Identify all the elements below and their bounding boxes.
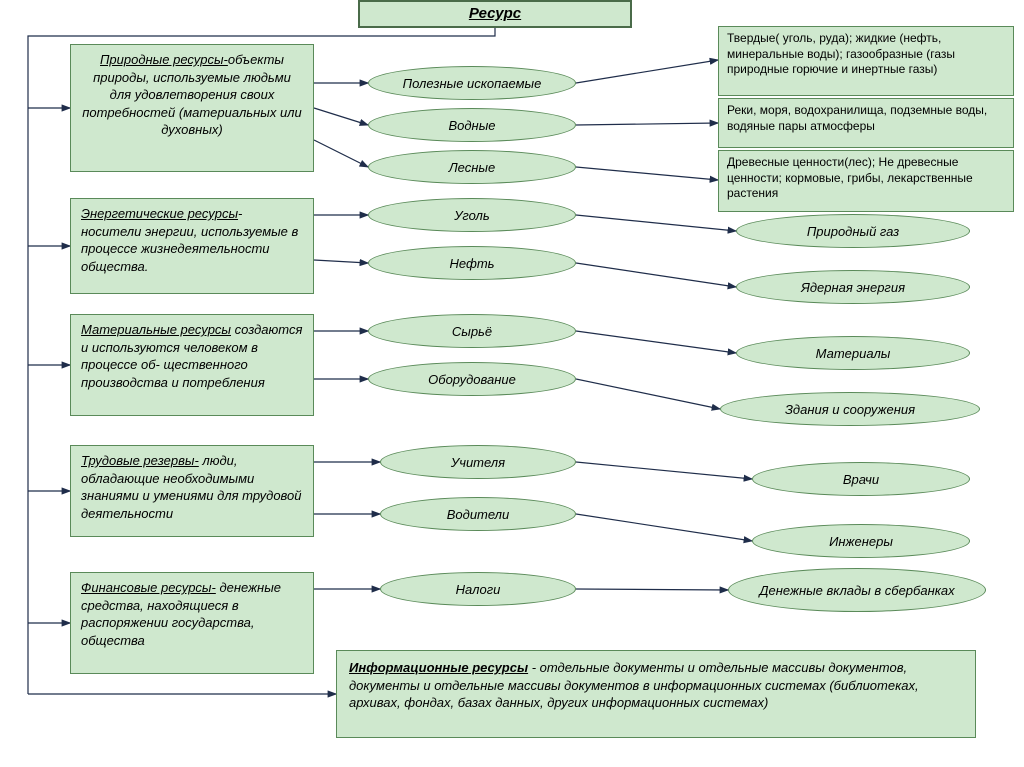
desc-text: Твердые( уголь, руда); жидкие (нефть, ми… (727, 31, 955, 76)
diagram-title: Ресурс (358, 0, 632, 28)
info-title: Информационные ресурсы (349, 660, 528, 675)
right-ellipse-deposits: Денежные вклады в сбербанках (728, 568, 986, 612)
ellipse-label: Оборудование (428, 372, 516, 387)
ellipse-label: Природный газ (807, 224, 899, 239)
right-ellipse-engineers: Инженеры (752, 524, 970, 558)
category-finance: Финансовые ресурсы- денежные средства, н… (70, 572, 314, 674)
right-ellipse-nuclear: Ядерная энергия (736, 270, 970, 304)
ellipse-label: Лесные (449, 160, 495, 175)
desc-d2: Реки, моря, водохранилища, подземные вод… (718, 98, 1014, 148)
mid-ellipse-teachers: Учителя (380, 445, 576, 479)
desc-d3: Древесные ценности(лес); Не древесные це… (718, 150, 1014, 212)
ellipse-label: Сырьё (452, 324, 492, 339)
category-title: Финансовые ресурсы- (81, 580, 216, 595)
desc-d1: Твердые( уголь, руда); жидкие (нефть, ми… (718, 26, 1014, 96)
mid-ellipse-minerals: Полезные ископаемые (368, 66, 576, 100)
category-title: Энергетические ресурсы (81, 206, 238, 221)
right-ellipse-buildings: Здания и сооружения (720, 392, 980, 426)
mid-ellipse-water: Водные (368, 108, 576, 142)
category-material: Материальные ресурсы создаются и использ… (70, 314, 314, 416)
mid-ellipse-raw: Сырьё (368, 314, 576, 348)
info-resources-box: Информационные ресурсы - отдельные докум… (336, 650, 976, 738)
category-labor: Трудовые резервы- люди, обладающие необх… (70, 445, 314, 537)
category-natural: Природные ресурсы-объекты природы, испол… (70, 44, 314, 172)
ellipse-label: Полезные ископаемые (403, 76, 542, 91)
right-ellipse-materials: Материалы (736, 336, 970, 370)
ellipse-label: Материалы (816, 346, 891, 361)
ellipse-label: Ядерная энергия (801, 280, 905, 295)
category-title: Материальные ресурсы (81, 322, 231, 337)
category-title: Природные ресурсы- (100, 52, 228, 67)
ellipse-label: Уголь (454, 208, 489, 223)
ellipse-label: Налоги (456, 582, 501, 597)
ellipse-label: Денежные вклады в сбербанках (759, 583, 954, 598)
category-title: Трудовые резервы- (81, 453, 199, 468)
ellipse-label: Нефть (450, 256, 495, 271)
ellipse-label: Врачи (843, 472, 879, 487)
diagram-title-text: Ресурс (469, 4, 521, 24)
desc-text: Древесные ценности(лес); Не древесные це… (727, 155, 973, 200)
category-energy: Энергетические ресурсы- носители энергии… (70, 198, 314, 294)
mid-ellipse-equip: Оборудование (368, 362, 576, 396)
mid-ellipse-coal: Уголь (368, 198, 576, 232)
ellipse-label: Водители (447, 507, 510, 522)
desc-text: Реки, моря, водохранилища, подземные вод… (727, 103, 987, 133)
ellipse-label: Инженеры (829, 534, 893, 549)
mid-ellipse-taxes: Налоги (380, 572, 576, 606)
right-ellipse-gas: Природный газ (736, 214, 970, 248)
mid-ellipse-drivers: Водители (380, 497, 576, 531)
ellipse-label: Водные (448, 118, 495, 133)
ellipse-label: Учителя (451, 455, 505, 470)
mid-ellipse-forest: Лесные (368, 150, 576, 184)
ellipse-label: Здания и сооружения (785, 402, 915, 417)
right-ellipse-doctors: Врачи (752, 462, 970, 496)
mid-ellipse-oil: Нефть (368, 246, 576, 280)
